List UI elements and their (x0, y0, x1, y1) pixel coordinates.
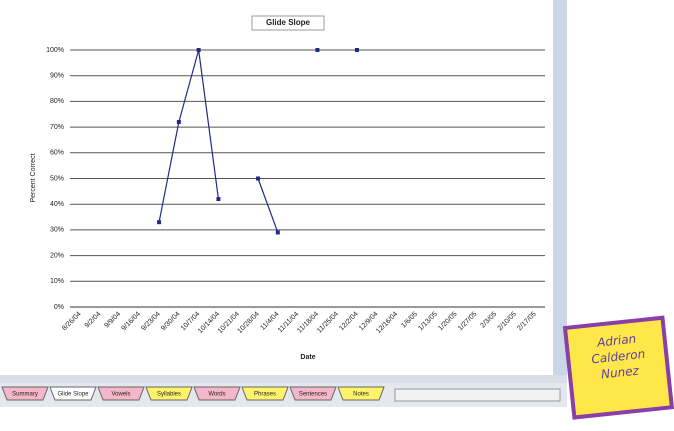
horizontal-scrollbar[interactable] (395, 389, 560, 401)
sheet-tab-label[interactable]: Syllables (157, 392, 181, 398)
sheet-tab-label[interactable]: Phrases (254, 392, 276, 398)
scrollbar[interactable] (553, 0, 567, 380)
x-axis-label: Date (300, 354, 315, 361)
sheet-tab-label[interactable]: Glide Slope (57, 392, 89, 398)
data-point (315, 48, 319, 52)
data-point (197, 48, 201, 52)
sheet-tab-label[interactable]: Sentences (299, 392, 327, 398)
sheet-tab-label[interactable]: Notes (353, 392, 369, 398)
sheet-tab-label[interactable]: Words (208, 392, 225, 398)
sheet-tab-label[interactable]: Vowels (111, 392, 130, 398)
y-tick-label: 80% (50, 98, 64, 105)
y-tick-label: 20% (50, 252, 64, 259)
note-text: Adrian Calderon Nunez (574, 328, 663, 385)
data-point (177, 120, 181, 124)
y-tick-label: 100% (46, 47, 64, 54)
chart-title: Glide Slope (266, 18, 311, 27)
sheet-tab-label[interactable]: Summary (12, 392, 38, 398)
data-point (276, 230, 280, 234)
data-point (256, 177, 260, 181)
y-tick-label: 60% (50, 150, 64, 157)
y-tick-label: 40% (50, 201, 64, 208)
data-point (216, 197, 220, 201)
y-axis-label: Percent Correct (30, 153, 37, 202)
y-tick-label: 10% (50, 278, 64, 285)
sticky-note: Adrian Calderon Nunez (565, 318, 672, 418)
note-text-box: Adrian Calderon Nunez (574, 328, 665, 408)
sheet-bar-top (0, 375, 567, 383)
data-point (157, 220, 161, 224)
y-tick-label: 90% (50, 73, 64, 80)
y-tick-label: 50% (50, 175, 64, 182)
y-tick-label: 70% (50, 124, 64, 131)
screen: Glide Slope Percent Correct Date Adrian … (0, 0, 674, 431)
y-tick-label: 30% (50, 227, 64, 234)
y-tick-label: 0% (54, 304, 64, 311)
data-point (355, 48, 359, 52)
